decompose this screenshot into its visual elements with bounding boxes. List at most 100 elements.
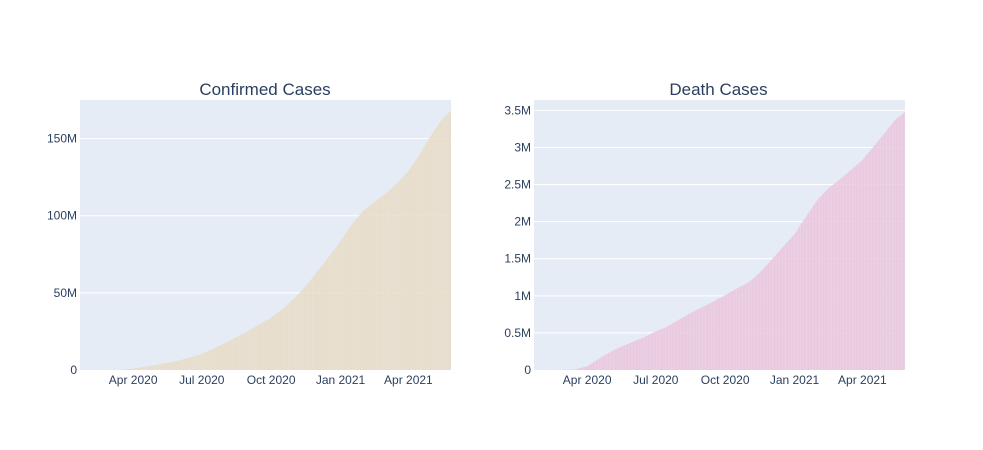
- bar: [158, 364, 160, 370]
- x-axis-ticks: Apr 2020 Jul 2020 Oct 2020 Jan 2021 Apr 2021: [563, 373, 887, 387]
- bar: [187, 358, 189, 370]
- bar: [780, 249, 782, 370]
- bar: [808, 212, 810, 370]
- bar: [574, 369, 576, 370]
- bar: [414, 162, 415, 370]
- bar: [601, 357, 602, 370]
- bar: [672, 323, 674, 370]
- bar: [153, 365, 154, 370]
- bar: [225, 342, 227, 370]
- bar: [260, 323, 262, 370]
- bar: [696, 310, 697, 370]
- bar: [687, 314, 689, 370]
- bar: [309, 281, 310, 370]
- bar: [188, 357, 190, 370]
- bar: [443, 117, 445, 371]
- bar: [763, 267, 765, 370]
- bar: [186, 358, 187, 370]
- bar: [127, 369, 129, 370]
- bar: [834, 183, 835, 370]
- bar: [622, 346, 623, 370]
- bar: [340, 240, 342, 370]
- bar: [439, 122, 441, 370]
- bar: [149, 365, 151, 370]
- bar: [387, 191, 389, 370]
- bar: [204, 352, 206, 370]
- bar: [870, 150, 871, 370]
- bar: [869, 151, 871, 370]
- bar: [657, 330, 659, 370]
- bar: [739, 287, 740, 370]
- chart-title: Death Cases: [669, 80, 767, 99]
- bar: [199, 354, 200, 370]
- bar: [708, 303, 709, 370]
- bar: [399, 179, 401, 370]
- bar: [654, 331, 656, 370]
- bar: [318, 270, 319, 370]
- x-tick-label: Apr 2021: [838, 373, 887, 387]
- y-gridlines: [534, 109, 905, 334]
- bar: [157, 364, 159, 370]
- bar: [844, 175, 846, 370]
- bar: [179, 360, 181, 370]
- bar: [437, 125, 439, 370]
- bar: [291, 300, 293, 370]
- bar: [613, 349, 615, 370]
- bar: [852, 167, 854, 370]
- bar: [670, 324, 672, 370]
- bar: [361, 212, 362, 370]
- bar: [126, 369, 127, 370]
- bar: [435, 127, 437, 371]
- bar: [728, 292, 730, 370]
- bar: [304, 286, 306, 370]
- bar: [785, 244, 786, 370]
- bar: [162, 363, 164, 370]
- bar: [746, 283, 748, 370]
- bar: [800, 223, 802, 370]
- bar: [782, 246, 784, 370]
- bar: [159, 364, 160, 370]
- bar: [313, 276, 314, 370]
- bar: [161, 363, 163, 370]
- bar: [303, 287, 305, 370]
- bar: [144, 366, 145, 370]
- bar: [632, 341, 634, 370]
- bar: [401, 178, 402, 370]
- bar: [583, 367, 585, 370]
- bar: [444, 116, 446, 370]
- bar: [747, 282, 749, 370]
- bar: [322, 265, 323, 370]
- y-tick-label: 1.5M: [504, 252, 531, 266]
- bar: [336, 246, 338, 370]
- bar: [292, 299, 294, 370]
- bar: [227, 341, 228, 370]
- bar: [165, 363, 167, 370]
- bar: [752, 278, 754, 370]
- bar: [663, 327, 665, 370]
- bar: [705, 305, 706, 370]
- bar: [793, 235, 795, 370]
- bar: [843, 175, 845, 370]
- bar: [690, 312, 692, 370]
- bar: [255, 326, 257, 370]
- bar: [884, 132, 886, 370]
- bar: [170, 362, 172, 370]
- bar: [883, 133, 885, 370]
- bar: [639, 338, 641, 370]
- bar: [632, 342, 633, 370]
- bar: [710, 302, 712, 370]
- bar: [150, 365, 152, 370]
- bar: [634, 341, 635, 370]
- bar: [212, 348, 214, 370]
- bar: [776, 253, 778, 370]
- bar: [386, 192, 388, 370]
- bar: [243, 333, 245, 370]
- bar: [145, 366, 147, 370]
- bar: [862, 160, 863, 370]
- bar: [352, 223, 353, 370]
- bar: [640, 338, 641, 370]
- bar: [589, 364, 590, 370]
- bar: [618, 347, 620, 370]
- bar: [666, 326, 668, 370]
